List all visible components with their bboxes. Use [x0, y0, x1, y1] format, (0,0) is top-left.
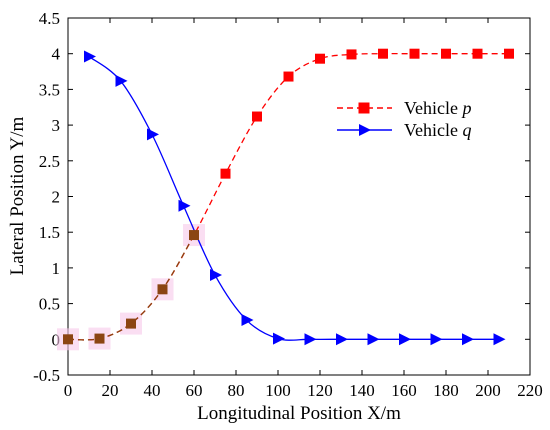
marker-vehicle-q [367, 333, 380, 346]
y-tick-label: 0 [52, 330, 61, 349]
legend-marker-vehicle-p [358, 102, 370, 114]
legend-item-vehicle-p: Vehicle p [337, 98, 471, 118]
legend-label-vehicle-p: Vehicle p [404, 98, 471, 118]
legend-var-vehicle-p: p [460, 98, 471, 118]
x-tick-label: 100 [265, 381, 291, 400]
x-tick-label: 220 [517, 381, 543, 400]
y-tick-label: 0.5 [39, 295, 60, 314]
marker-vehicle-q [210, 269, 222, 282]
legend-var-vehicle-q: q [462, 120, 471, 140]
marker-vehicle-p [441, 48, 451, 59]
marker-vehicle-p [409, 48, 420, 59]
marker-vehicle-p [157, 284, 168, 295]
marker-vehicle-q [399, 333, 411, 346]
marker-vehicle-p [189, 230, 199, 241]
marker-vehicle-q [493, 333, 506, 346]
marker-vehicle-p [504, 48, 514, 59]
marker-vehicle-q [147, 128, 159, 141]
marker-vehicle-q [84, 50, 96, 63]
x-tick-label: 140 [349, 381, 375, 400]
marker-vehicle-q [336, 333, 348, 346]
y-axis-label: Lateral Position Y/m [7, 116, 28, 275]
legend-item-vehicle-q: Vehicle q [337, 120, 471, 140]
plot-area [67, 17, 531, 376]
marker-vehicle-q [273, 332, 285, 345]
x-tick-label: 80 [228, 381, 245, 400]
marker-vehicle-q [430, 333, 443, 346]
y-tick-label: 2 [52, 188, 61, 207]
marker-vehicle-p [283, 71, 294, 82]
y-tick-label: 1 [52, 259, 61, 278]
marker-vehicle-q [178, 199, 191, 212]
y-tick-label: 2.5 [39, 152, 60, 171]
y-tick-label: 4 [52, 45, 61, 64]
x-tick-label: 40 [144, 381, 161, 400]
legend-prefix-vehicle-q: Vehicle [404, 120, 462, 140]
series-line-vehicle-p-overlap [67, 234, 195, 341]
marker-vehicle-p [63, 334, 73, 345]
legend-marker-vehicle-q [359, 124, 371, 136]
x-tick-label: 60 [186, 381, 203, 400]
x-tick-label: 200 [475, 381, 501, 400]
marker-vehicle-p [94, 333, 105, 344]
marker-vehicle-p [346, 49, 357, 60]
x-tick-label: 160 [391, 381, 417, 400]
x-tick-label: 20 [102, 381, 119, 400]
x-tick-label: 180 [433, 381, 459, 400]
marker-vehicle-p [126, 318, 136, 329]
marker-vehicle-q [304, 333, 317, 346]
x-tick-label: 0 [64, 381, 73, 400]
marker-vehicle-q [115, 74, 128, 87]
tick-labels: 0 20 40 60 80 100 120 140 160 180 200 220-0.500.511… [33, 9, 543, 400]
y-tick-label: -0.5 [33, 366, 60, 385]
y-tick-label: 4.5 [39, 9, 60, 28]
y-tick-label: 1.5 [39, 223, 60, 242]
x-tick-label: 120 [307, 381, 333, 400]
x-axis-label: Longitudinal Position X/m [197, 403, 401, 424]
axis-ticks [67, 17, 531, 376]
marker-vehicle-p [252, 111, 262, 122]
y-tick-label: 3.5 [39, 80, 60, 99]
marker-vehicle-p [315, 53, 325, 64]
series-markers [63, 48, 514, 346]
marker-vehicle-p [378, 48, 388, 59]
marker-vehicle-p [220, 168, 231, 179]
legend: Vehicle p Vehicle q [337, 98, 471, 140]
marker-vehicle-p [472, 48, 483, 59]
y-tick-label: 3 [52, 116, 61, 135]
marker-vehicle-q [462, 333, 474, 346]
legend-label-vehicle-q: Vehicle q [404, 120, 471, 140]
legend-prefix-vehicle-p: Vehicle [404, 98, 462, 118]
marker-vehicle-q [241, 314, 254, 327]
